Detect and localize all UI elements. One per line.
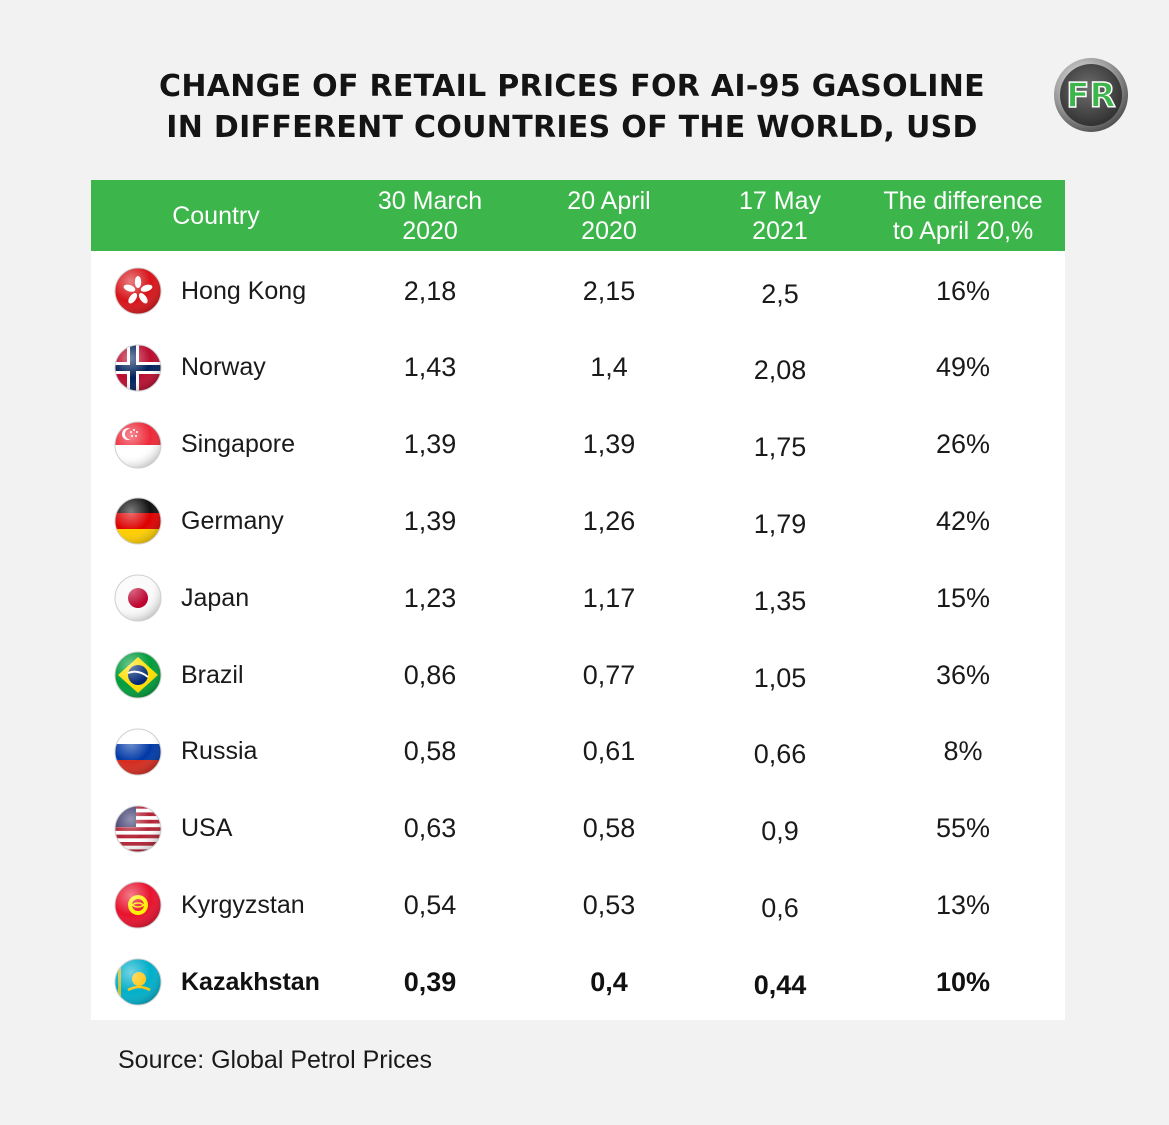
kyrgyzstan-flag-icon	[114, 881, 162, 929]
header-country: Country	[172, 201, 260, 230]
cell-mar2020: 1,23	[403, 582, 457, 613]
country-name: Germany	[181, 506, 284, 535]
cell-may2021: 0,6	[761, 892, 799, 923]
svg-text:FR: FR	[1066, 76, 1115, 116]
cell-diff: 49%	[935, 352, 991, 383]
country-name: Russia	[181, 737, 258, 766]
hong-kong-flag-icon	[114, 267, 162, 315]
cell-diff: 36%	[935, 659, 991, 690]
table-row: Brazil 0,86 0,77 1,05 36%	[91, 635, 1065, 712]
country-name: Singapore	[181, 430, 295, 459]
cell-apr2020: 0,58	[582, 813, 636, 844]
cell-may2021: 0,9	[761, 816, 799, 847]
header-mar2020: 30 March 2020	[377, 186, 483, 245]
cell-apr2020: 1,26	[582, 505, 636, 536]
germany-flag-icon	[114, 497, 162, 545]
table-row: Kazakhstan 0,39 0,4 0,44 10%	[91, 942, 1065, 1019]
cell-may2021: 1,05	[753, 662, 807, 693]
usa-flag-icon	[114, 805, 162, 853]
cell-may2021: 0,66	[753, 739, 807, 770]
country-name: Kyrgyzstan	[181, 890, 305, 919]
header-apr2020: 20 April 2020	[567, 186, 651, 245]
cell-mar2020: 0,39	[403, 966, 457, 997]
country-name: Hong Kong	[181, 276, 307, 305]
table-row: Singapore 1,39 1,39 1,75 26%	[91, 405, 1065, 482]
table-row: USA 0,63 0,58 0,9 55%	[91, 789, 1065, 866]
cell-may2021: 2,08	[753, 355, 807, 386]
title-line-2: IN DIFFERENT COUNTRIES OF THE WORLD, USD	[166, 110, 978, 145]
cell-diff: 26%	[935, 429, 991, 460]
table-header: Country 30 March 2020 20 April 2020 17 M…	[91, 180, 1065, 251]
cell-may2021: 2,5	[761, 278, 799, 309]
header-may2021: 17 May 2021	[739, 186, 821, 245]
country-name: Kazakhstan	[181, 967, 320, 996]
russia-flag-icon	[114, 728, 162, 776]
cell-apr2020: 1,4	[590, 352, 628, 383]
cell-diff: 55%	[935, 813, 991, 844]
japan-flag-icon	[114, 574, 162, 622]
table-row: Russia 0,58 0,61 0,66 8%	[91, 712, 1065, 789]
cell-apr2020: 0,61	[582, 736, 636, 767]
cell-diff: 16%	[935, 275, 991, 306]
country-name: USA	[181, 814, 233, 843]
cell-mar2020: 0,63	[403, 813, 457, 844]
cell-diff: 13%	[935, 889, 991, 920]
country-name: Japan	[181, 583, 250, 612]
cell-apr2020: 0,4	[590, 966, 628, 997]
cell-may2021: 1,75	[753, 432, 807, 463]
cell-apr2020: 2,15	[582, 275, 636, 306]
title-line-1: CHANGE OF RETAIL PRICES FOR AI-95 GASOLI…	[159, 69, 985, 104]
header-difference: The difference to April 20,%	[883, 186, 1043, 245]
table-row: Hong Kong 2,18 2,15 2,5 16%	[91, 251, 1065, 328]
country-name: Brazil	[181, 660, 244, 689]
table-row: Japan 1,23 1,17 1,35 15%	[91, 558, 1065, 635]
singapore-flag-icon	[114, 421, 162, 469]
norway-flag-icon	[114, 344, 162, 392]
price-table: Country 30 March 2020 20 April 2020 17 M…	[91, 180, 1065, 1020]
table-row: Kyrgyzstan 0,54 0,53 0,6 13%	[91, 865, 1065, 942]
cell-diff: 15%	[935, 582, 991, 613]
cell-diff: 42%	[935, 505, 991, 536]
table-row: Germany 1,39 1,26 1,79 42%	[91, 481, 1065, 558]
brazil-flag-icon	[114, 651, 162, 699]
cell-may2021: 1,35	[753, 585, 807, 616]
cell-mar2020: 1,43	[403, 352, 457, 383]
cell-apr2020: 0,53	[582, 889, 636, 920]
cell-apr2020: 0,77	[582, 659, 636, 690]
cell-mar2020: 0,86	[403, 659, 457, 690]
cell-mar2020: 0,54	[403, 889, 457, 920]
cell-apr2020: 1,39	[582, 429, 636, 460]
cell-apr2020: 1,17	[582, 582, 636, 613]
cell-mar2020: 2,18	[403, 275, 457, 306]
fr-logo: FR	[1054, 58, 1128, 132]
country-name: Norway	[181, 353, 266, 382]
source-note: Source: Global Petrol Prices	[118, 1046, 433, 1074]
cell-mar2020: 0,58	[403, 736, 457, 767]
cell-may2021: 0,44	[753, 969, 807, 1000]
kazakhstan-flag-icon	[114, 958, 162, 1006]
cell-mar2020: 1,39	[403, 505, 457, 536]
table-row: Norway 1,43 1,4 2,08 49%	[91, 328, 1065, 405]
cell-diff: 10%	[935, 966, 991, 997]
cell-mar2020: 1,39	[403, 429, 457, 460]
chart-title: CHANGE OF RETAIL PRICES FOR AI-95 GASOLI…	[100, 66, 1044, 148]
cell-diff: 8%	[943, 736, 983, 767]
cell-may2021: 1,79	[753, 508, 807, 539]
